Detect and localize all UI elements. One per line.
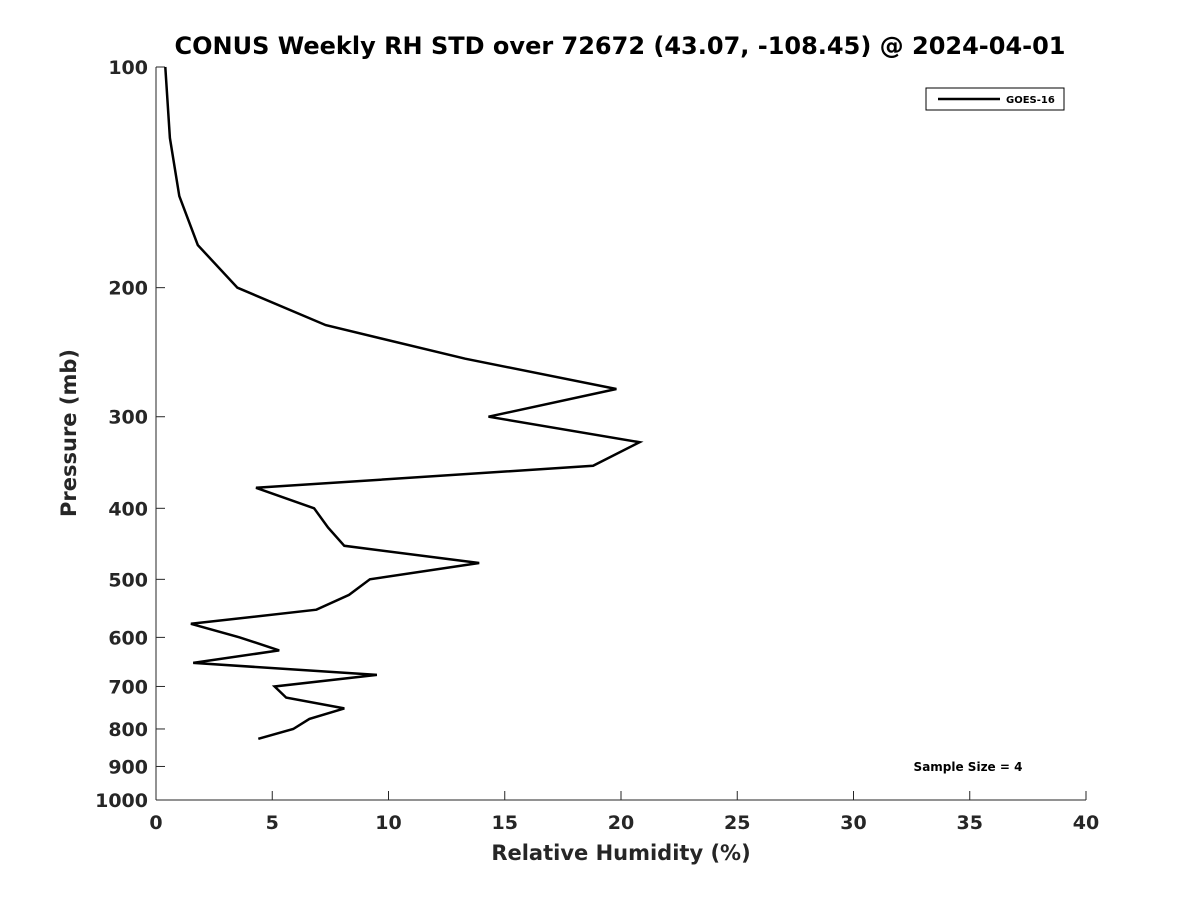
plot-area <box>155 67 1086 801</box>
y-tick-label: 100 <box>108 57 148 79</box>
y-axis-label: Pressure (mb) <box>57 349 81 517</box>
x-tick-label: 5 <box>266 812 279 834</box>
chart-title: CONUS Weekly RH STD over 72672 (43.07, -… <box>174 32 1065 60</box>
y-tick-label: 900 <box>108 756 148 778</box>
y-tick-label: 700 <box>108 676 148 698</box>
x-tick-label: 10 <box>375 812 401 834</box>
x-tick-label: 20 <box>608 812 634 834</box>
y-tick-label: 800 <box>108 719 148 741</box>
series-line-goes16 <box>164 66 644 741</box>
x-axis-ticks: 0 5 10 15 20 25 30 35 40 <box>149 791 1099 834</box>
y-tick-label: 600 <box>108 627 148 649</box>
x-axis-label: Relative Humidity (%) <box>491 841 750 865</box>
y-tick-label: 300 <box>108 407 148 429</box>
x-tick-label: 40 <box>1073 812 1099 834</box>
legend: GOES-16 <box>925 87 1065 111</box>
sample-size-annotation: Sample Size = 4 <box>914 760 1023 774</box>
y-tick-label: 200 <box>108 278 148 300</box>
x-tick-label: 15 <box>492 812 518 834</box>
y-tick-label: 400 <box>108 498 148 520</box>
legend-label-goes16: GOES-16 <box>1006 95 1055 106</box>
x-tick-label: 0 <box>149 812 162 834</box>
y-axis-ticks: 100 200 300 400 500 600 700 800 900 1000 <box>95 57 165 812</box>
x-tick-label: 35 <box>957 812 983 834</box>
x-tick-label: 30 <box>840 812 866 834</box>
y-tick-label: 1000 <box>95 790 148 812</box>
x-tick-label: 25 <box>724 812 750 834</box>
y-tick-label: 500 <box>108 569 148 591</box>
